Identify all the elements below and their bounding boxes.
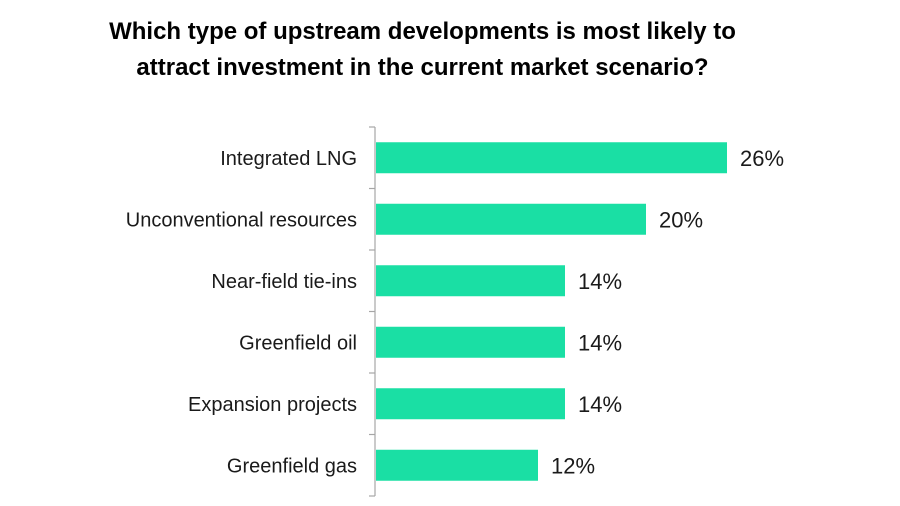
bars-layer bbox=[376, 142, 727, 481]
bar-5 bbox=[376, 449, 538, 481]
category-label-4: Expansion projects bbox=[188, 394, 357, 416]
value-label-5: 12% bbox=[551, 453, 595, 478]
category-label-0: Integrated LNG bbox=[220, 148, 357, 170]
bar-1 bbox=[376, 203, 646, 235]
bar-3 bbox=[376, 326, 565, 358]
category-label-1: Unconventional resources bbox=[126, 209, 357, 231]
chart-title-line-1: Which type of upstream developments is m… bbox=[109, 18, 736, 45]
bar-0 bbox=[376, 142, 727, 174]
value-label-2: 14% bbox=[578, 269, 622, 294]
category-label-2: Near-field tie-ins bbox=[211, 271, 357, 293]
value-label-3: 14% bbox=[578, 330, 622, 355]
category-label-3: Greenfield oil bbox=[239, 332, 357, 354]
category-label-5: Greenfield gas bbox=[227, 455, 357, 477]
category-axis bbox=[369, 126, 376, 497]
value-label-0: 26% bbox=[740, 146, 784, 171]
bar-4 bbox=[376, 388, 565, 420]
bar-2 bbox=[376, 265, 565, 297]
chart-title-line-2: attract investment in the current market… bbox=[136, 54, 709, 81]
labels-layer: Integrated LNG 26% Unconventional resource… bbox=[126, 146, 784, 479]
value-label-4: 14% bbox=[578, 392, 622, 417]
value-label-1: 20% bbox=[659, 207, 703, 232]
chart-title: Which type of upstream developments is m… bbox=[0, 14, 845, 86]
